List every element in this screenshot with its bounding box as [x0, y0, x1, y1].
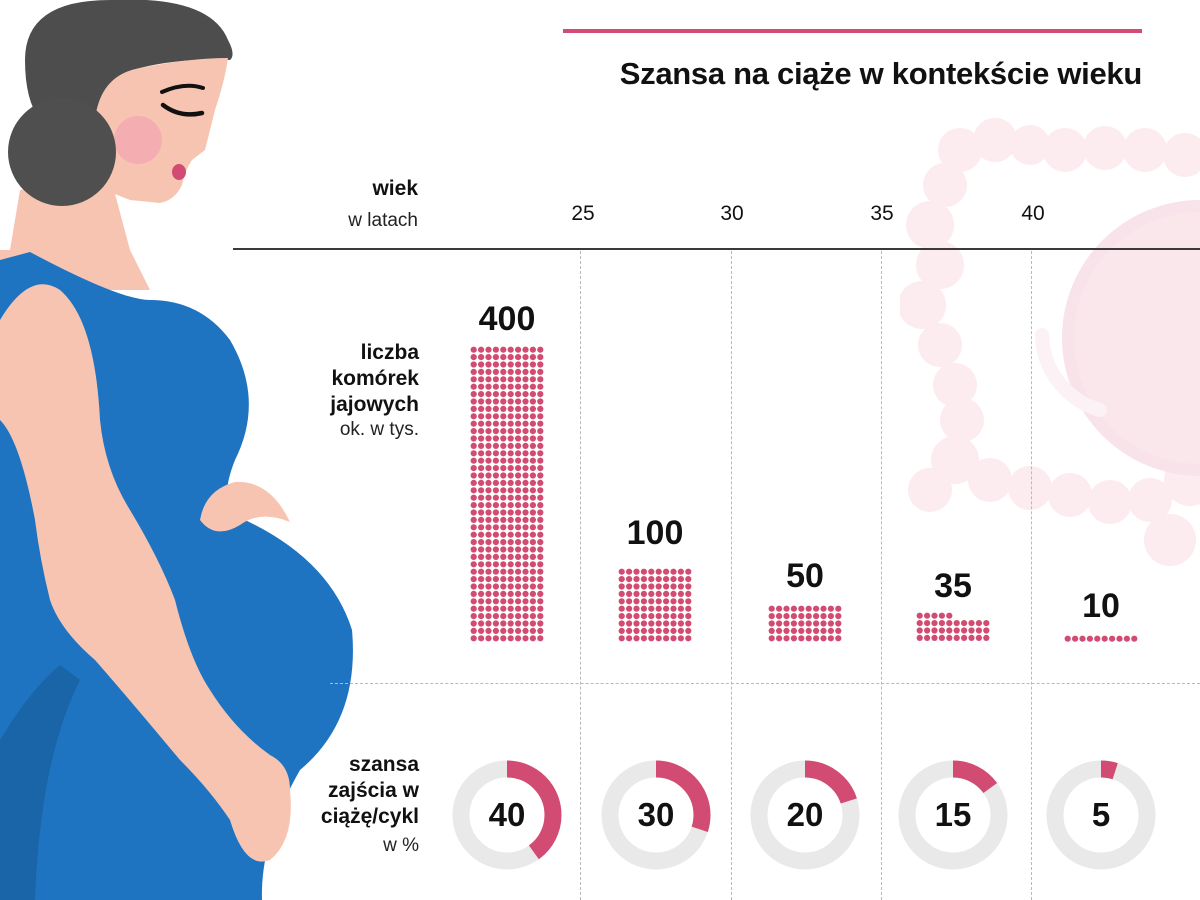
eggs-row-label: liczba komórek jajowych ok. w tys. [330, 340, 419, 442]
chance-label-line-3: ciążę/cykl [320, 805, 419, 829]
eggs-label-line-2: komórek [331, 367, 419, 391]
chance-value: 30 [637, 796, 675, 833]
age-axis-label-bold: wiek [372, 177, 418, 200]
chance-value: 20 [786, 796, 824, 833]
age-axis-label: wiek w latach [348, 178, 418, 230]
egg-cell-illustration [900, 118, 1200, 566]
egg-count-value: 35 [934, 567, 972, 605]
chance-label-line-2: zajścia w [327, 779, 419, 803]
egg-count-value: 50 [786, 557, 824, 595]
chart-title: Szansa na ciąże w kontekście wieku [619, 56, 1143, 91]
row-divider [330, 683, 1200, 684]
pregnant-woman-illustration [0, 0, 353, 900]
chance-row-label: szansa zajścia w ciążę/cykl w % [321, 752, 419, 858]
chance-donut: 15 [897, 759, 1009, 871]
chance-label-unit: w % [383, 835, 419, 857]
egg-dot-grid [768, 605, 842, 642]
age-tick-25: 25 [571, 202, 595, 225]
egg-dot-grid [1064, 635, 1138, 642]
gridline-40 [1031, 251, 1032, 900]
eggs-label-unit: ok. w tys. [339, 419, 419, 441]
eggs-label-line-1: liczba [360, 341, 419, 364]
chance-donut: 20 [749, 759, 861, 871]
chance-donut: 5 [1045, 759, 1157, 871]
chance-value: 40 [488, 796, 526, 833]
chance-donut: 30 [600, 759, 712, 871]
chance-label-line-1: szansa [348, 753, 419, 776]
title-accent-rule [563, 29, 1142, 33]
egg-count-value: 400 [478, 300, 536, 338]
age-tick-30: 30 [720, 202, 744, 225]
egg-count-value: 100 [626, 514, 684, 552]
age-tick-40: 40 [1021, 202, 1045, 225]
egg-dot-grid [470, 346, 544, 642]
eggs-label-line-3: jajowych [330, 393, 419, 417]
chance-value: 15 [934, 796, 972, 833]
gridline-25 [580, 251, 581, 900]
gridline-30 [731, 251, 732, 900]
egg-dot-grid [916, 612, 990, 642]
egg-dot-grid [618, 568, 692, 642]
chance-value: 5 [1091, 796, 1111, 833]
age-axis-label-unit: w latach [348, 210, 418, 231]
header-divider [233, 248, 1200, 250]
chance-donut: 40 [451, 759, 563, 871]
age-tick-35: 35 [870, 202, 894, 225]
gridline-35 [881, 251, 882, 900]
egg-count-value: 10 [1082, 587, 1120, 625]
